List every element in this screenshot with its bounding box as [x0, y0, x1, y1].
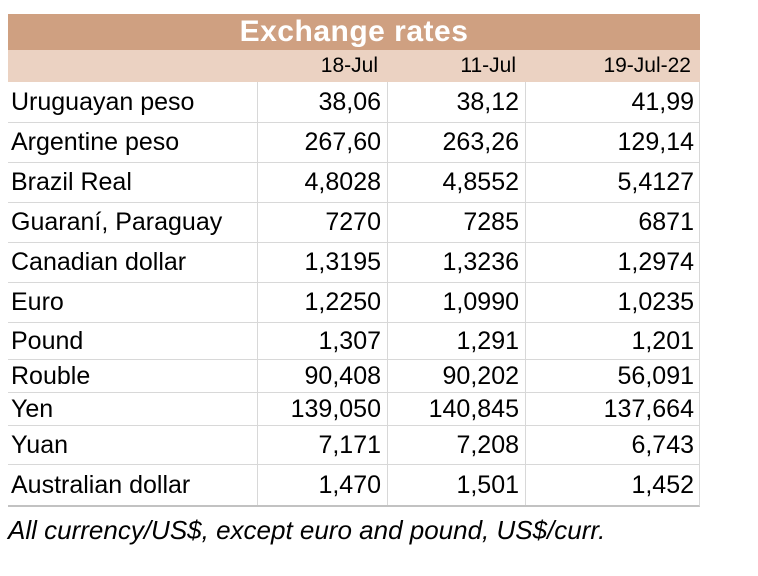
rate-value: 1,3195 — [257, 243, 387, 282]
column-header-row: 18-Jul 11-Jul 19-Jul-22 — [8, 50, 700, 82]
table-row: Pound 1,307 1,291 1,201 — [8, 322, 699, 359]
rate-value: 7,208 — [387, 426, 525, 464]
column-header-18-jul: 18-Jul — [320, 54, 378, 77]
rate-value: 140,845 — [387, 393, 525, 425]
currency-name: Argentine peso — [11, 128, 180, 156]
rate-value: 1,307 — [257, 323, 387, 359]
table-row: Yen 139,050 140,845 137,664 — [8, 392, 699, 425]
rate-value: 6871 — [525, 203, 700, 242]
rate-value: 1,2974 — [525, 243, 700, 282]
column-header-11-jul: 11-Jul — [460, 54, 516, 77]
rate-value: 1,3236 — [387, 243, 525, 282]
table-row: Euro 1,2250 1,0990 1,0235 — [8, 282, 699, 322]
rate-value: 1,2250 — [257, 283, 387, 322]
currency-name: Guaraní, Paraguay — [11, 208, 223, 236]
currency-name: Euro — [11, 288, 64, 316]
table-row: Canadian dollar 1,3195 1,3236 1,2974 — [8, 242, 699, 282]
rate-value: 1,0235 — [525, 283, 700, 322]
rate-value: 139,050 — [257, 393, 387, 425]
rate-value: 267,60 — [257, 123, 387, 162]
rate-value: 41,99 — [525, 82, 700, 122]
rate-value: 1,452 — [525, 465, 700, 505]
rate-value: 7,171 — [257, 426, 387, 464]
column-header-19-jul-22: 19-Jul-22 — [603, 54, 691, 77]
rate-value: 137,664 — [525, 393, 700, 425]
rate-value: 1,201 — [525, 323, 700, 359]
rate-value: 129,14 — [525, 123, 700, 162]
table-row: Brazil Real 4,8028 4,8552 5,4127 — [8, 162, 699, 202]
table-row: Rouble 90,408 90,202 56,091 — [8, 359, 699, 392]
rate-value: 1,501 — [387, 465, 525, 505]
table-row: Australian dollar 1,470 1,501 1,452 — [8, 464, 699, 505]
rate-value: 7285 — [387, 203, 525, 242]
table-row: Uruguayan peso 38,06 38,12 41,99 — [8, 82, 699, 122]
exchange-rates-table: Exchange rates 18-Jul 11-Jul 19-Jul-22 U… — [8, 14, 700, 507]
rate-value: 56,091 — [525, 360, 700, 392]
rate-value: 1,470 — [257, 465, 387, 505]
table-row: Argentine peso 267,60 263,26 129,14 — [8, 122, 699, 162]
rate-value: 90,408 — [257, 360, 387, 392]
rate-value: 38,06 — [257, 82, 387, 122]
currency-name: Uruguayan peso — [11, 87, 195, 116]
rate-value: 38,12 — [387, 82, 525, 122]
table-title: Exchange rates — [8, 14, 700, 50]
rate-value: 263,26 — [387, 123, 525, 162]
table-row: Guaraní, Paraguay 7270 7285 6871 — [8, 202, 699, 242]
currency-name: Yuan — [11, 430, 69, 459]
currency-name: Pound — [11, 326, 84, 355]
table-row: Yuan 7,171 7,208 6,743 — [8, 425, 699, 464]
rate-value: 6,743 — [525, 426, 700, 464]
rate-value: 7270 — [257, 203, 387, 242]
currency-name: Canadian dollar — [11, 248, 187, 276]
rate-value: 4,8028 — [257, 163, 387, 202]
currency-name: Brazil Real — [11, 168, 132, 196]
currency-name: Rouble — [11, 361, 91, 390]
table-body: Uruguayan peso 38,06 38,12 41,99 Argentine p… — [8, 82, 700, 507]
rate-value: 4,8552 — [387, 163, 525, 202]
currency-name: Australian dollar — [11, 470, 191, 499]
currency-name: Yen — [11, 394, 54, 423]
table-footnote: All currency/US$, except euro and pound,… — [8, 515, 606, 545]
rate-value: 1,0990 — [387, 283, 525, 322]
rate-value: 5,4127 — [525, 163, 700, 202]
rate-value: 90,202 — [387, 360, 525, 392]
rate-value: 1,291 — [387, 323, 525, 359]
